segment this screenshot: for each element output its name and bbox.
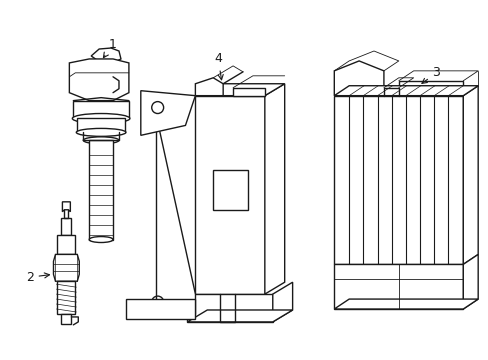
- Polygon shape: [89, 140, 113, 239]
- Polygon shape: [272, 282, 292, 322]
- Polygon shape: [334, 299, 477, 309]
- Polygon shape: [155, 116, 195, 314]
- Polygon shape: [61, 218, 71, 235]
- Polygon shape: [91, 48, 121, 63]
- Polygon shape: [195, 96, 264, 294]
- Polygon shape: [187, 294, 272, 322]
- Polygon shape: [195, 78, 223, 96]
- Polygon shape: [53, 255, 79, 281]
- Ellipse shape: [83, 137, 119, 144]
- Polygon shape: [141, 91, 195, 135]
- Polygon shape: [462, 86, 477, 264]
- Text: 1: 1: [103, 37, 117, 58]
- Polygon shape: [334, 86, 477, 96]
- Polygon shape: [69, 59, 129, 100]
- Polygon shape: [57, 281, 75, 314]
- Polygon shape: [462, 255, 477, 309]
- Polygon shape: [195, 84, 284, 96]
- Ellipse shape: [76, 129, 126, 136]
- Ellipse shape: [72, 113, 130, 123]
- Polygon shape: [57, 235, 75, 255]
- Polygon shape: [334, 61, 383, 96]
- Text: 4: 4: [214, 53, 223, 80]
- Polygon shape: [187, 310, 292, 322]
- Polygon shape: [126, 299, 195, 319]
- Ellipse shape: [89, 237, 113, 243]
- Polygon shape: [398, 81, 462, 96]
- Polygon shape: [62, 202, 70, 212]
- Text: 3: 3: [421, 66, 440, 84]
- Text: 2: 2: [26, 271, 49, 284]
- Polygon shape: [264, 84, 284, 294]
- Polygon shape: [61, 314, 71, 324]
- Polygon shape: [77, 118, 124, 132]
- Polygon shape: [334, 96, 462, 264]
- Polygon shape: [334, 264, 462, 309]
- Polygon shape: [73, 100, 129, 118]
- Polygon shape: [213, 170, 247, 210]
- Polygon shape: [233, 88, 264, 96]
